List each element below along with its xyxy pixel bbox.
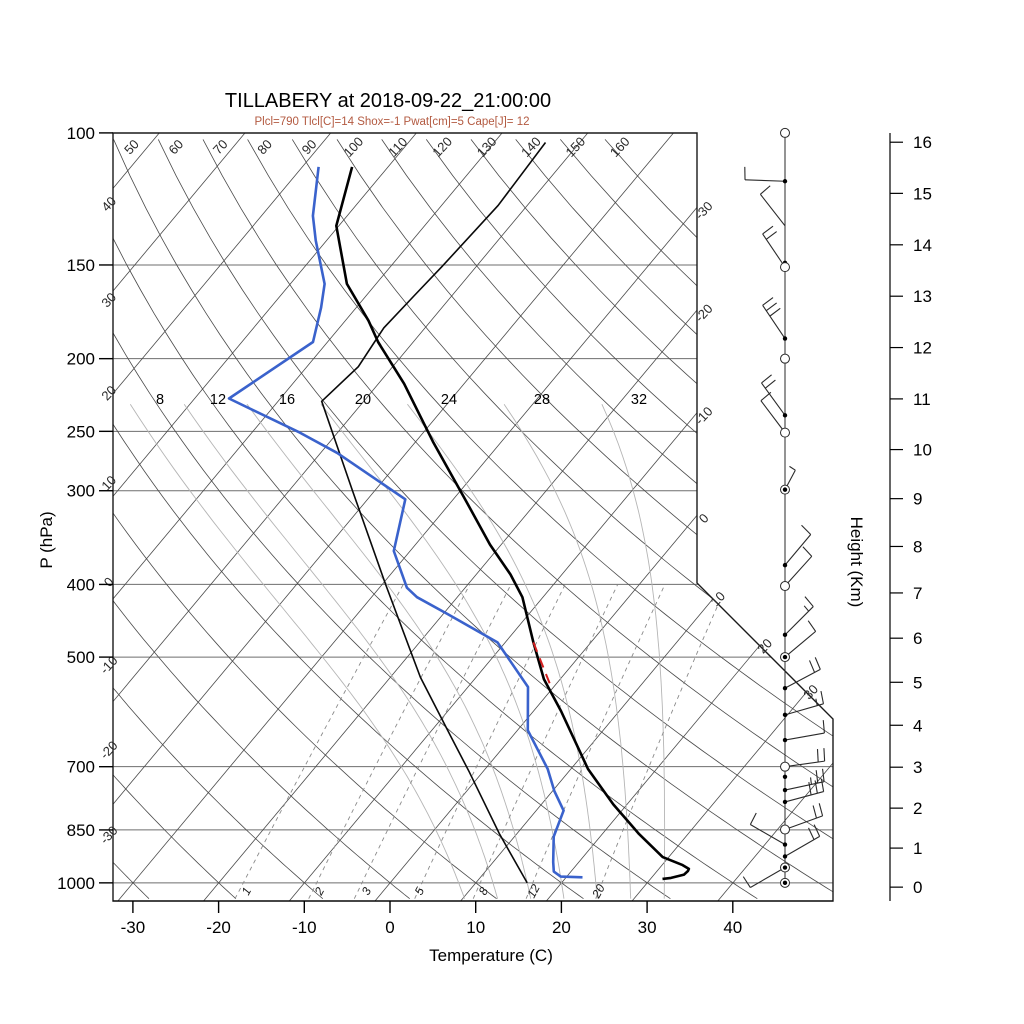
svg-text:6: 6 — [913, 629, 922, 648]
svg-text:-30: -30 — [97, 823, 121, 847]
moist-adiabat-lines — [129, 403, 666, 899]
svg-text:5: 5 — [913, 673, 922, 692]
svg-text:30: 30 — [800, 682, 821, 703]
cape-parcel-segment — [532, 642, 553, 688]
svg-text:100: 100 — [67, 124, 95, 143]
svg-text:1: 1 — [239, 885, 255, 897]
svg-text:10: 10 — [707, 589, 728, 610]
sounding-curves — [227, 142, 691, 884]
svg-text:3: 3 — [359, 885, 375, 898]
svg-text:1000: 1000 — [57, 874, 95, 893]
svg-text:14: 14 — [913, 236, 932, 255]
isotherm-lines — [113, 133, 833, 901]
svg-text:-30: -30 — [121, 918, 146, 937]
pressure-axis-label: P (hPa) — [37, 511, 56, 569]
svg-text:8: 8 — [913, 537, 922, 556]
svg-text:100: 100 — [341, 134, 367, 160]
svg-text:3: 3 — [913, 758, 922, 777]
svg-text:-10: -10 — [292, 918, 317, 937]
sounding-indices-subtitle: Plcl=790 Tlcl[C]=14 Shox=-1 Pwat[cm]=5 C… — [254, 116, 530, 128]
svg-text:40: 40 — [98, 194, 119, 215]
svg-text:150: 150 — [562, 134, 588, 160]
svg-text:28: 28 — [534, 392, 550, 408]
svg-text:300: 300 — [67, 482, 95, 501]
svg-text:120: 120 — [429, 134, 455, 160]
svg-text:8: 8 — [156, 392, 164, 408]
svg-text:20: 20 — [589, 882, 608, 902]
svg-text:0: 0 — [913, 878, 922, 897]
pressure-axis: 100 150 200 250 300 400 500 700 850 1000 — [57, 124, 113, 893]
wind-barbs — [742, 127, 826, 888]
height-axis-label: Height (Km) — [847, 516, 866, 608]
svg-text:12: 12 — [524, 882, 543, 901]
dewpoint-curve — [227, 166, 583, 879]
svg-text:24: 24 — [441, 392, 457, 408]
svg-text:0: 0 — [696, 511, 712, 527]
page-title: TILLABERY at 2018-09-22_21:00:00 — [224, 90, 552, 112]
background-grid — [113, 133, 833, 901]
svg-text:50: 50 — [121, 137, 142, 158]
svg-text:-20: -20 — [206, 918, 231, 937]
svg-text:0: 0 — [385, 918, 394, 937]
temperature-axis: -30 -20 -10 0 10 20 30 40 — [113, 900, 833, 937]
svg-text:110: 110 — [385, 134, 410, 159]
svg-text:20: 20 — [98, 383, 119, 404]
svg-text:700: 700 — [67, 758, 95, 777]
pressure-gridlines — [113, 133, 833, 884]
svg-text:20: 20 — [552, 918, 571, 937]
svg-text:-20: -20 — [97, 738, 121, 762]
svg-text:12: 12 — [210, 392, 226, 408]
svg-text:140: 140 — [518, 134, 544, 160]
svg-text:30: 30 — [638, 918, 657, 937]
svg-text:20: 20 — [355, 392, 371, 408]
svg-text:13: 13 — [913, 287, 932, 306]
svg-text:10: 10 — [466, 918, 485, 937]
svg-text:1: 1 — [913, 839, 922, 858]
plot-border — [112, 132, 834, 902]
svg-text:60: 60 — [165, 137, 186, 158]
parcel-curve — [320, 142, 547, 884]
dry-adiabat-lines — [113, 139, 833, 900]
svg-text:7: 7 — [913, 584, 922, 603]
svg-text:10: 10 — [913, 441, 932, 460]
svg-text:8: 8 — [476, 885, 492, 898]
svg-text:2: 2 — [913, 799, 922, 818]
svg-text:16: 16 — [913, 133, 932, 152]
svg-text:250: 250 — [67, 422, 95, 441]
svg-text:5: 5 — [412, 885, 428, 898]
svg-text:150: 150 — [67, 256, 95, 275]
svg-text:-30: -30 — [692, 198, 716, 222]
svg-text:12: 12 — [913, 339, 932, 358]
temperature-curve — [334, 166, 691, 881]
svg-text:200: 200 — [67, 350, 95, 369]
svg-text:20: 20 — [754, 636, 775, 657]
svg-text:80: 80 — [254, 137, 275, 158]
svg-text:4: 4 — [913, 716, 922, 735]
svg-text:500: 500 — [67, 648, 95, 667]
svg-text:850: 850 — [67, 821, 95, 840]
svg-text:-10: -10 — [692, 404, 716, 428]
svg-text:11: 11 — [913, 390, 931, 409]
mixing-ratio-lines — [234, 584, 728, 899]
svg-text:15: 15 — [913, 184, 932, 203]
svg-text:130: 130 — [474, 134, 500, 160]
temperature-axis-label: Temperature (C) — [429, 946, 553, 965]
svg-text:160: 160 — [607, 134, 633, 160]
svg-text:32: 32 — [631, 392, 647, 408]
svg-text:0: 0 — [101, 574, 117, 590]
svg-text:16: 16 — [279, 392, 295, 408]
svg-text:9: 9 — [913, 490, 922, 509]
svg-text:-20: -20 — [692, 301, 716, 325]
svg-text:400: 400 — [67, 575, 95, 594]
svg-text:30: 30 — [98, 290, 119, 311]
svg-text:40: 40 — [723, 918, 742, 937]
